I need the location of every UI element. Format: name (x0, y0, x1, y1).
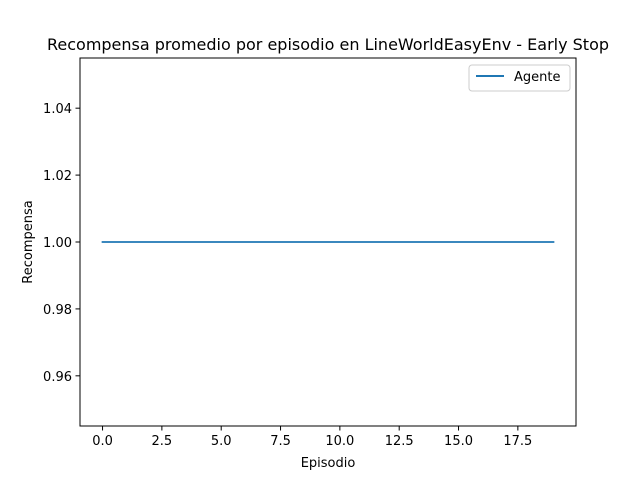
x-tick-label: 7.5 (270, 434, 291, 449)
y-axis-ticks: 0.96 0.98 1.00 1.02 1.04 (43, 102, 80, 385)
x-tick-label: 17.5 (503, 434, 532, 449)
legend: Agente (468, 64, 571, 92)
x-tick-label: 12.5 (385, 434, 414, 449)
y-axis-label: Recompensa (21, 200, 36, 283)
x-axis-ticks: 0.0 2.5 5.0 7.5 10.0 12.5 15.0 17.5 (92, 426, 532, 449)
plot-frame (79, 57, 577, 427)
x-tick-label: 15.0 (444, 434, 473, 449)
y-tick-label: 0.96 (43, 370, 72, 385)
x-tick-label: 10.0 (325, 434, 354, 449)
x-tick-label: 2.5 (152, 434, 173, 449)
y-tick-label: 1.04 (43, 102, 72, 117)
x-tick-label: 0.0 (92, 434, 113, 449)
legend-box (468, 64, 571, 92)
x-tick-label: 5.0 (211, 434, 232, 449)
y-tick-label: 1.02 (43, 169, 72, 184)
y-tick-label: 0.98 (43, 303, 72, 318)
y-tick-label: 1.00 (43, 236, 72, 251)
x-axis-label: Episodio (301, 456, 356, 471)
legend-label-agente: Agente (514, 70, 560, 85)
chart-title: Recompensa promedio por episodio en Line… (47, 35, 609, 54)
